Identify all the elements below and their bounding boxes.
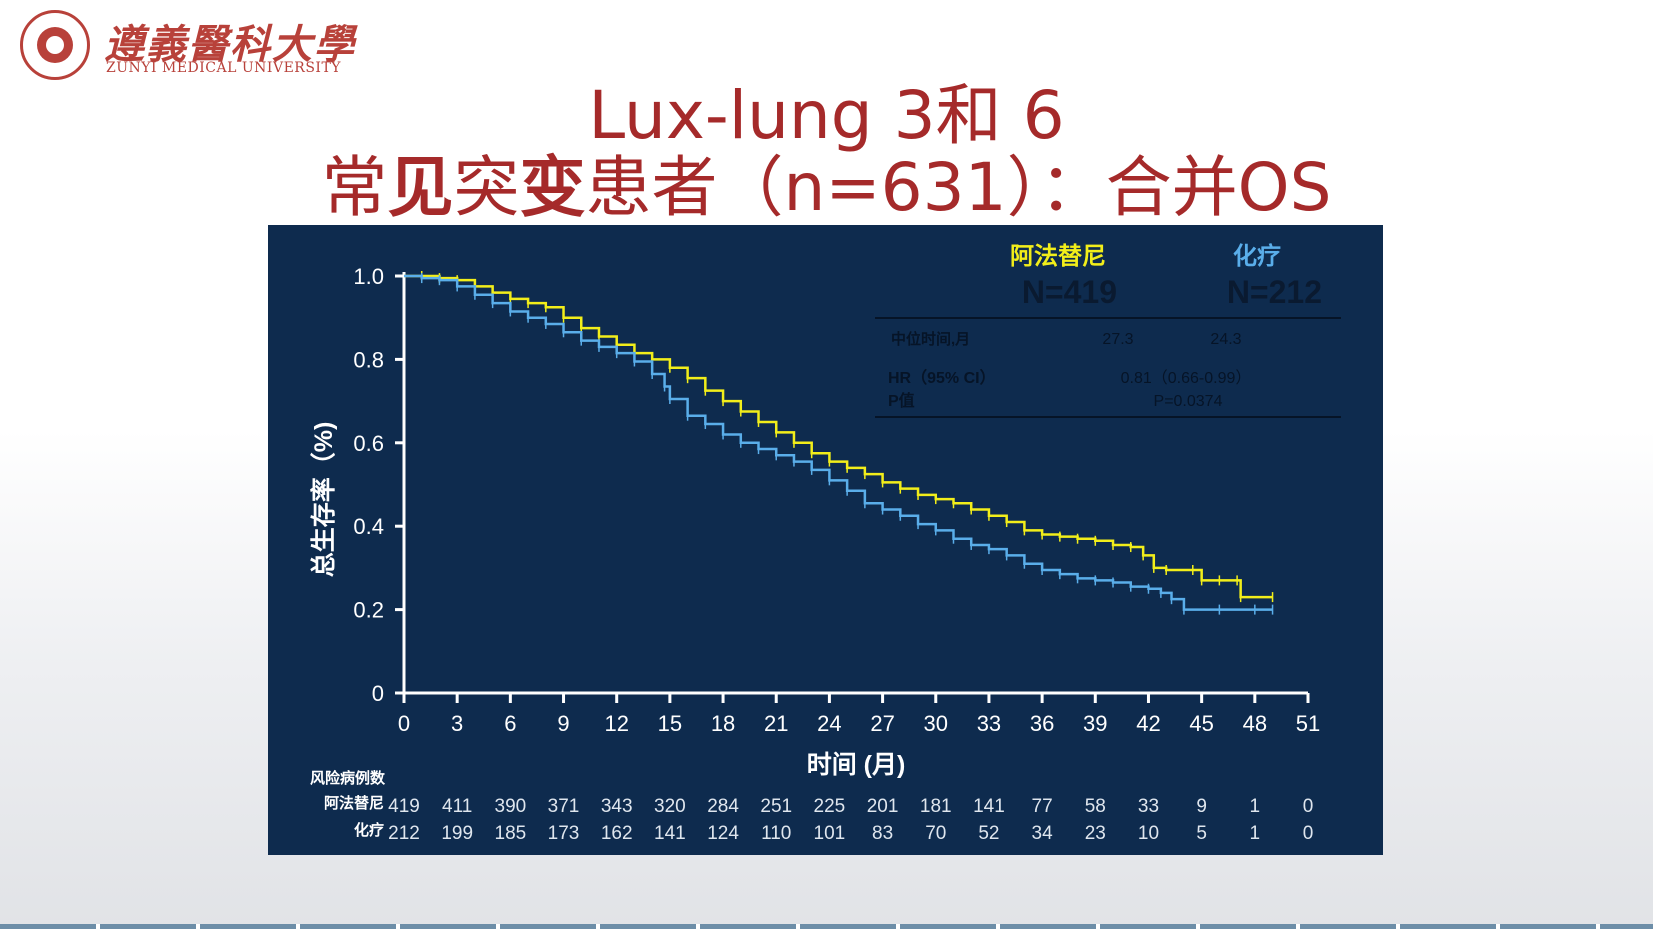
risk-count: 173 (548, 823, 580, 844)
risk-row-label-chemo: 化疗 (354, 821, 384, 839)
risk-count: 199 (441, 823, 473, 844)
x-tick-label: 33 (977, 711, 1001, 736)
risk-count: 1 (1250, 796, 1261, 817)
risk-count: 343 (601, 796, 633, 817)
risk-count: 101 (814, 823, 846, 844)
x-tick-label: 6 (504, 711, 516, 736)
risk-count: 1 (1250, 823, 1261, 844)
risk-table-title: 风险病例数 (310, 769, 386, 787)
risk-count: 23 (1085, 823, 1106, 844)
y-tick-label: 0.6 (353, 431, 384, 456)
y-tick-label: 1.0 (353, 264, 384, 289)
x-tick-label: 0 (398, 711, 410, 736)
stats-hr-value: 0.81（0.66-0.99） (1121, 369, 1252, 387)
x-tick-label: 18 (711, 711, 735, 736)
risk-count: 162 (601, 823, 633, 844)
legend-n-chemo: N=212 (1227, 274, 1322, 310)
risk-count: 251 (760, 796, 792, 817)
x-tick-label: 51 (1296, 711, 1320, 736)
risk-count: 83 (872, 823, 893, 844)
risk-count: 201 (867, 796, 899, 817)
risk-count: 124 (707, 823, 739, 844)
x-tick-label: 36 (1030, 711, 1054, 736)
risk-count: 181 (920, 796, 952, 817)
risk-count: 225 (814, 796, 846, 817)
y-tick-label: 0 (372, 681, 384, 706)
risk-count: 70 (925, 823, 946, 844)
x-tick-label: 24 (817, 711, 841, 736)
legend-label-afatinib: 阿法替尼 (1010, 243, 1106, 270)
survival-chart-panel: 0 0.2 0.4 0.6 0.8 1.0 0 3 6 9 12 15 18 21 24 27 30 33 36 39… (268, 225, 1383, 855)
x-tick-label: 39 (1083, 711, 1107, 736)
risk-count: 141 (973, 796, 1005, 817)
series-line-chemo (404, 274, 1273, 611)
x-tick-label: 27 (870, 711, 894, 736)
stats-hr-label: HR（95% CI） (888, 369, 996, 387)
x-tick-label: 9 (557, 711, 569, 736)
y-axis-label: 总生存率（%) (309, 422, 338, 578)
risk-row-label-afatinib: 阿法替尼 (324, 794, 384, 812)
x-tick-label: 3 (451, 711, 463, 736)
risk-count: 212 (388, 823, 420, 844)
risk-count: 10 (1138, 823, 1159, 844)
risk-count: 52 (978, 823, 999, 844)
risk-count: 5 (1196, 823, 1207, 844)
slide-title-line2: 常见突变患者（n=631）：合并OS (321, 149, 1332, 226)
survival-chart: 00.20.40.60.81.00 3 6 9 12 15 18 21 24 27 30 33 36 39… (309, 242, 1341, 844)
stats-median-label: 中位时间,月 (891, 330, 970, 348)
risk-count: 77 (1032, 796, 1053, 817)
risk-count: 0 (1303, 796, 1314, 817)
y-tick-label: 0.8 (353, 347, 384, 372)
risk-count: 419 (388, 796, 420, 817)
university-logo: 遵義醫科大學 ZUNYI MEDICAL UNIVERSITY (20, 10, 354, 82)
logo-name-en: ZUNYI MEDICAL UNIVERSITY (106, 60, 342, 76)
y-tick-label: 0.4 (353, 514, 384, 539)
risk-count: 0 (1303, 823, 1314, 844)
x-tick-label: 48 (1243, 711, 1267, 736)
y-tick-label: 0.2 (353, 598, 384, 623)
footer-strip (0, 924, 1653, 929)
risk-count: 320 (654, 796, 686, 817)
x-tick-label: 30 (924, 711, 948, 736)
slide-title-line1: Lux-lung 3和 6 (588, 77, 1065, 154)
x-tick-label: 12 (604, 711, 628, 736)
logo-name-cn: 遵義醫科大學 (104, 21, 356, 68)
stats-p-value: P=0.0374 (1154, 393, 1223, 410)
x-tick-label: 15 (658, 711, 682, 736)
stats-median-chemo: 24.3 (1210, 331, 1241, 348)
x-tick-label: 42 (1136, 711, 1160, 736)
risk-count: 33 (1138, 796, 1159, 817)
university-seal-icon (20, 10, 90, 80)
stats-median-afatinib: 27.3 (1102, 331, 1133, 348)
risk-count: 371 (548, 796, 580, 817)
x-tick-label: 21 (764, 711, 788, 736)
risk-count: 34 (1032, 823, 1054, 844)
risk-count: 58 (1085, 796, 1106, 817)
risk-count: 9 (1196, 796, 1207, 817)
risk-count: 284 (707, 796, 739, 817)
x-axis-label: 时间 (月) (807, 751, 906, 779)
legend-label-chemo: 化疗 (1233, 242, 1281, 270)
legend-n-afatinib: N=419 (1022, 274, 1117, 310)
x-tick-label: 45 (1189, 711, 1213, 736)
risk-count: 141 (654, 823, 686, 844)
series-line-afatinib (404, 274, 1273, 599)
stats-p-label: P值 (888, 391, 915, 410)
risk-count: 185 (495, 823, 527, 844)
risk-count: 110 (761, 823, 791, 844)
risk-count: 411 (442, 796, 472, 817)
risk-count: 390 (495, 796, 527, 817)
